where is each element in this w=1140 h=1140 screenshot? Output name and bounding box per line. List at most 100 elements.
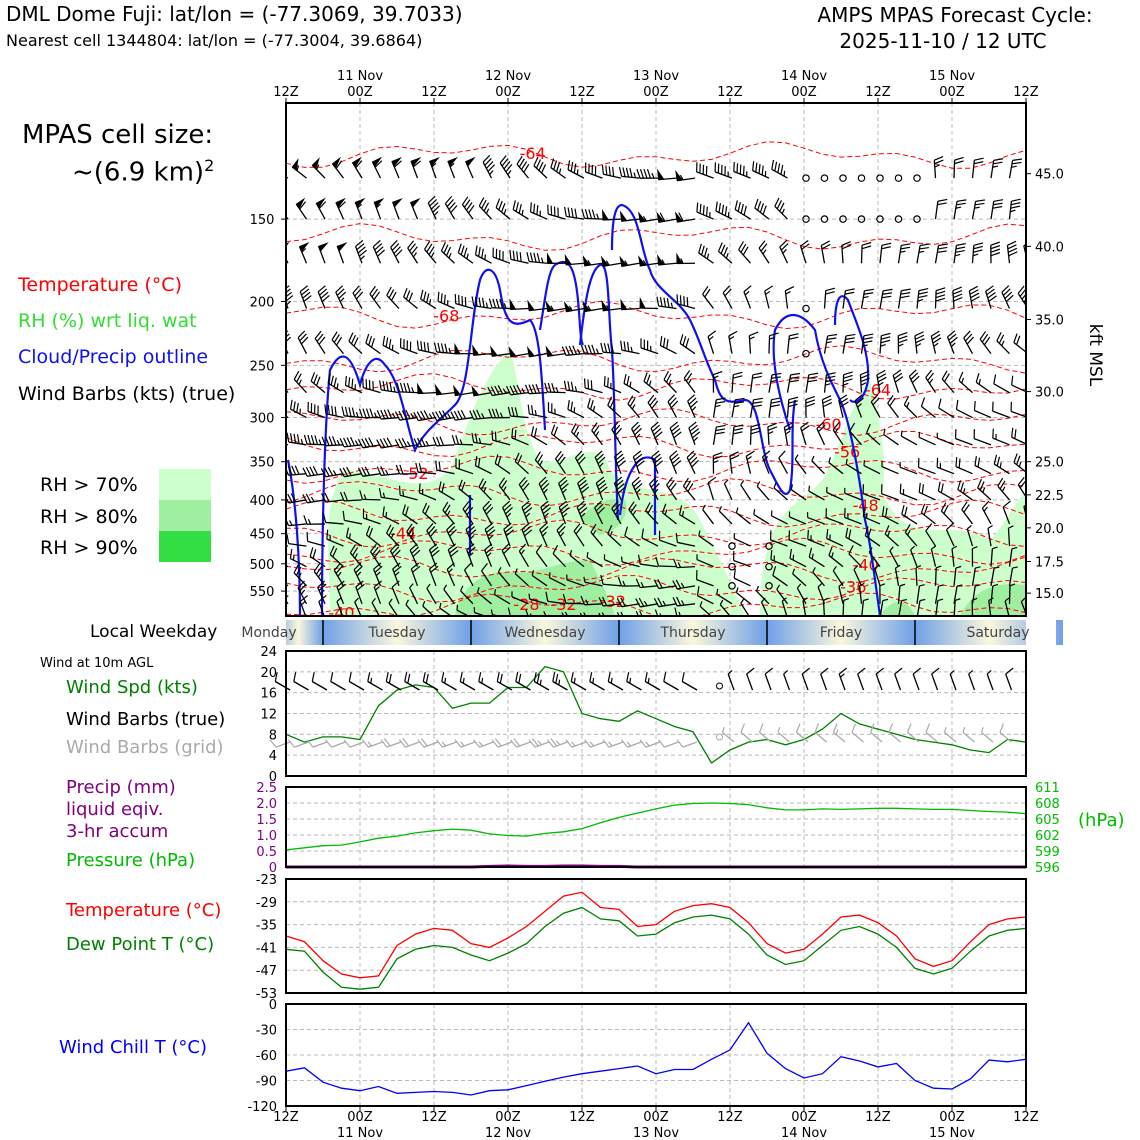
wind-barb-feather (374, 243, 383, 251)
wind-barb-feather (770, 400, 781, 404)
wind-barb-feather (468, 204, 475, 214)
wind-barb-feather (332, 470, 337, 476)
wind-barb-feather (785, 430, 791, 435)
wind-barb (930, 548, 937, 567)
windchill-tick-label: -60 (256, 1049, 277, 1064)
bottom-time-tick-label: 12Z (865, 1110, 891, 1125)
wind-barb-feather (322, 513, 327, 523)
wind-barb-feather (318, 595, 327, 602)
wind-barb-flag (331, 156, 341, 169)
wind-barb-feather (801, 243, 810, 250)
surface-grid-barb (275, 741, 291, 748)
surface-wind-barb-feather (727, 669, 733, 675)
wind-barb-feather (993, 454, 998, 465)
wind-barb-flag (410, 156, 422, 167)
wind-barb (1028, 568, 1030, 586)
wind-barb-feather (715, 404, 721, 408)
wind-barb-feather (691, 406, 697, 412)
wind-barb-feather (303, 295, 312, 302)
wind-barb-feather (512, 200, 516, 210)
wind-barb-feather (299, 595, 308, 602)
wind-barb-feather (881, 295, 892, 299)
wind-barb-feather (354, 288, 362, 297)
surface-grid-barb-feather (269, 739, 277, 748)
wind-barb-feather (433, 211, 439, 216)
wind-barb-feather (937, 202, 947, 206)
pressure-tick-label: 250 (250, 359, 275, 374)
wind-barb-feather (377, 249, 385, 257)
wind-barb-feather (822, 402, 833, 408)
wind-barb-feather (407, 240, 415, 249)
wind-barb (992, 410, 1010, 419)
wind-barb-feather (771, 372, 782, 376)
wind-barb-feather (494, 431, 497, 442)
rh-shading-region (810, 380, 885, 500)
wind-barb (494, 593, 511, 605)
wind-barb (915, 567, 918, 586)
wind-barb-feather (411, 246, 418, 255)
wind-barb-feather (742, 246, 749, 256)
wind-barb-feather (1017, 285, 1025, 294)
wind-barb-feather (620, 611, 624, 616)
wind-barb-feather (844, 340, 855, 344)
windchill-tick-label: 0 (269, 998, 277, 1013)
wind-barb-feather (611, 421, 619, 430)
calm-surface-wind (716, 682, 723, 690)
wind-barb (288, 542, 307, 547)
wind-barb-feather (514, 429, 517, 440)
surface-wind-barb-feather (746, 667, 755, 675)
wind-barb-feather (472, 409, 478, 420)
wind-barb-feather (701, 245, 705, 256)
wind-barb-feather (438, 461, 441, 471)
surface-wind-barb-feather (367, 672, 371, 682)
wind-barb-feather (646, 168, 652, 179)
wind-barb-feather (478, 437, 482, 444)
wind-barb-feather (629, 381, 632, 388)
wind-barb (492, 256, 511, 264)
precip-panel-frame (285, 786, 1027, 868)
wind-barb-feather (990, 241, 1000, 246)
wind-barb-feather (983, 336, 991, 346)
wind-barb-feather (521, 500, 530, 508)
surface-wind-barb-feather (293, 672, 297, 682)
wind-barb-feather (713, 375, 719, 379)
wind-barb-feather (999, 462, 1002, 468)
wind-barb-feather (315, 376, 321, 386)
wind-barb-feather (371, 546, 379, 555)
wind-barb-feather (333, 377, 337, 387)
wind-barb-feather (635, 598, 641, 608)
wind-barb-feather (422, 600, 426, 607)
wind-barb-feather (273, 398, 276, 407)
wind-barb-feather (716, 397, 726, 401)
wind-barb-feather (443, 244, 449, 254)
wind-barb-feather (405, 599, 410, 605)
rh70-swatch (159, 469, 211, 500)
wind-barb-feather (499, 298, 504, 309)
wind-barb-feather (670, 453, 679, 461)
wind-barb (640, 563, 659, 568)
wind-barb-feather (733, 427, 743, 432)
wind-barb-feather (650, 421, 659, 429)
wind-barb-feather (616, 483, 625, 491)
wind-barb-feather (354, 440, 359, 446)
wind-barb-feather (955, 249, 965, 253)
wind-barb-feather (807, 379, 818, 383)
wind-barb-feather (985, 285, 994, 292)
wind-barb-feather (911, 375, 920, 384)
wind-barb-feather (762, 450, 771, 458)
wind-barb-feather (533, 252, 537, 263)
wind-barb-feather (339, 468, 345, 478)
wind-barb-feather (754, 198, 759, 209)
wind-barb-feather (867, 528, 872, 538)
wind-barb (858, 585, 863, 604)
wind-barb-flag (619, 255, 628, 267)
wind-barb (698, 535, 714, 547)
wind-barb-feather (774, 161, 778, 172)
wind-barb-feather (673, 431, 682, 439)
wind-barb-feather (594, 500, 602, 509)
wind-barb-feather (618, 167, 623, 177)
wind-barb-feather (898, 343, 904, 347)
wind-barb-feather (975, 584, 981, 587)
wind-barb-feather (973, 400, 976, 411)
surface-wind-barb (496, 680, 513, 691)
